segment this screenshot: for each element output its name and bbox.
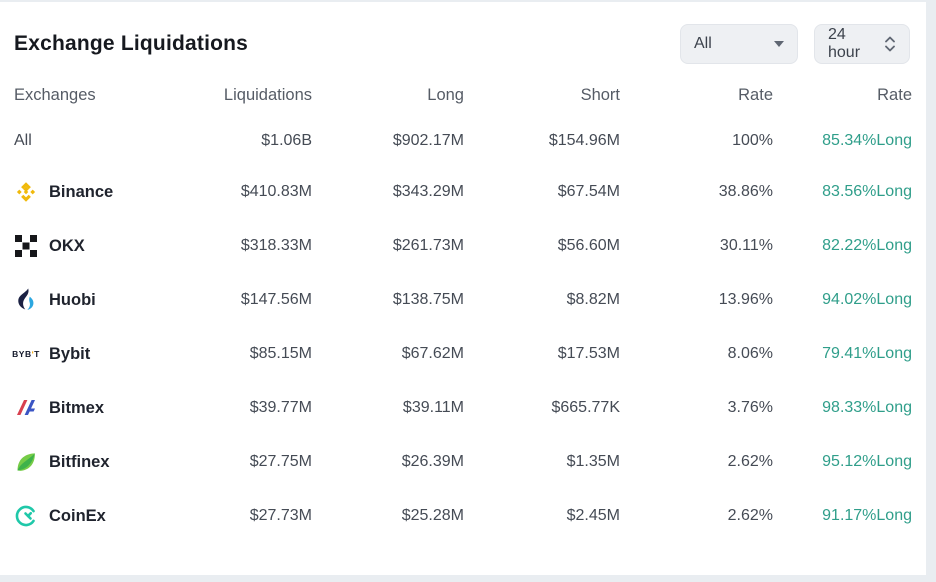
symbol-filter-select[interactable]: All <box>680 24 798 64</box>
exchange-name: All <box>14 132 32 149</box>
exchange-cell[interactable]: Bitmex <box>14 381 180 435</box>
table-header-row: Exchanges Liquidations Long Short Rate Rate <box>14 72 912 117</box>
short-value: $67.54M <box>557 183 620 200</box>
exchange-name: Bitmex <box>49 398 105 417</box>
long-value: $67.62M <box>401 345 464 362</box>
long-rate-value: 83.56%Long <box>822 183 912 200</box>
table-row-all[interactable]: All $1.06B $902.17M $154.96M 100% 85.34%Long <box>14 117 912 165</box>
long-value: $39.11M <box>402 399 464 416</box>
timeframe-select[interactable]: 24 hour <box>814 24 910 64</box>
card-header: Exchange Liquidations All 24 hour <box>0 2 926 72</box>
column-header-rate-5: Rate <box>877 86 912 104</box>
short-value: $665.77K <box>551 399 620 416</box>
rate-value: 3.76% <box>727 399 773 416</box>
exchange-cell[interactable]: Binance <box>14 165 180 219</box>
table-row-bitfinex[interactable]: Bitfinex $27.75M $26.39M $1.35M 2.62% 95.12%L… <box>14 435 912 489</box>
column-header-liquidations-1: Liquidations <box>223 86 312 104</box>
filter-controls: All 24 hour <box>680 24 910 64</box>
short-value: $56.60M <box>557 237 620 254</box>
chevron-down-icon <box>774 41 784 47</box>
coinex-icon <box>14 504 38 528</box>
table-row-bybit[interactable]: BYBʹT Bybit $85.15M $67.62M $17.53M 8.06% 79.4… <box>12 327 912 381</box>
liquidations-value: $39.77M <box>249 399 312 416</box>
bitmex-icon <box>14 396 38 420</box>
column-header-rate-4: Rate <box>738 86 773 104</box>
short-value: $17.53M <box>557 345 620 362</box>
exchange-name: CoinEx <box>49 506 106 525</box>
exchange-name: OKX <box>49 236 85 255</box>
exchange-name: Bybit <box>49 344 91 363</box>
exchange-cell[interactable]: All <box>14 117 180 165</box>
short-value: $154.96M <box>548 132 620 149</box>
liquidations-table: Exchanges Liquidations Long Short Rate Rate A… <box>12 72 912 543</box>
table-row-binance[interactable]: Binance $410.83M $343.29M $67.54M 38.86% 83.5… <box>14 165 912 219</box>
long-rate-value: 98.33%Long <box>822 399 912 416</box>
rate-value: 38.86% <box>718 183 773 200</box>
rate-value: 2.62% <box>727 507 773 524</box>
long-rate-value: 79.41%Long <box>822 345 912 362</box>
bitfinex-icon <box>14 450 38 474</box>
rate-value: 100% <box>732 132 773 149</box>
exchange-cell[interactable]: BYBʹT Bybit <box>12 327 180 381</box>
symbol-filter-value: All <box>694 35 712 52</box>
short-value: $1.35M <box>566 453 620 470</box>
liquidations-value: $1.06B <box>261 132 312 149</box>
timeframe-value: 24 hour <box>828 26 861 61</box>
column-header-long-2: Long <box>427 86 464 104</box>
exchange-name: Bitfinex <box>49 452 110 471</box>
long-value: $343.29M <box>392 183 464 200</box>
table-row-huobi[interactable]: Huobi $147.56M $138.75M $8.82M 13.96% 94.02%L… <box>14 273 912 327</box>
okx-icon <box>14 234 38 258</box>
long-rate-value: 95.12%Long <box>822 453 912 470</box>
exchange-liquidations-card: Exchange Liquidations All 24 hour <box>0 2 926 575</box>
long-value: $138.75M <box>392 291 464 308</box>
liquidations-value: $27.75M <box>249 453 312 470</box>
long-rate-value: 85.34%Long <box>822 132 912 149</box>
table-row-bitmex[interactable]: Bitmex $39.77M $39.11M $665.77K 3.76% 98.33%L… <box>14 381 912 435</box>
updown-spinner-icon <box>884 35 896 53</box>
rate-value: 8.06% <box>727 345 773 362</box>
rate-value: 13.96% <box>718 291 773 308</box>
table-row-okx[interactable]: OKX $318.33M $261.73M $56.60M 30.11% 82.22%Lo… <box>14 219 912 273</box>
long-value: $26.39M <box>401 453 464 470</box>
long-value: $261.73M <box>392 237 464 254</box>
exchange-cell[interactable]: CoinEx <box>14 489 180 543</box>
long-rate-value: 82.22%Long <box>822 237 912 254</box>
exchange-name: Binance <box>49 182 114 201</box>
long-value: $25.28M <box>401 507 464 524</box>
table-row-coinex[interactable]: CoinEx $27.73M $25.28M $2.45M 2.62% 91.17%Lon… <box>14 489 912 543</box>
liquidations-value: $318.33M <box>240 237 312 254</box>
column-header-exchanges-0: Exchanges <box>14 86 96 104</box>
exchange-cell[interactable]: OKX <box>14 219 180 273</box>
exchange-cell[interactable]: Huobi <box>14 273 180 327</box>
bybit-icon: BYBʹT <box>12 349 40 359</box>
column-header-short-3: Short <box>580 86 620 104</box>
liquidations-value: $27.73M <box>249 507 312 524</box>
page-title: Exchange Liquidations <box>14 32 249 55</box>
long-rate-value: 94.02%Long <box>822 291 912 308</box>
liquidations-value: $410.83M <box>240 183 312 200</box>
short-value: $8.82M <box>566 291 620 308</box>
rate-value: 30.11% <box>719 237 773 254</box>
binance-icon <box>14 180 38 204</box>
huobi-icon <box>14 288 38 312</box>
exchange-cell[interactable]: Bitfinex <box>14 435 180 489</box>
liquidations-value: $85.15M <box>249 345 312 362</box>
short-value: $2.45M <box>566 507 620 524</box>
rate-value: 2.62% <box>727 453 773 470</box>
long-rate-value: 91.17%Long <box>822 507 912 524</box>
exchange-name: Huobi <box>49 290 96 309</box>
liquidations-value: $147.56M <box>240 291 312 308</box>
long-value: $902.17M <box>392 132 464 149</box>
